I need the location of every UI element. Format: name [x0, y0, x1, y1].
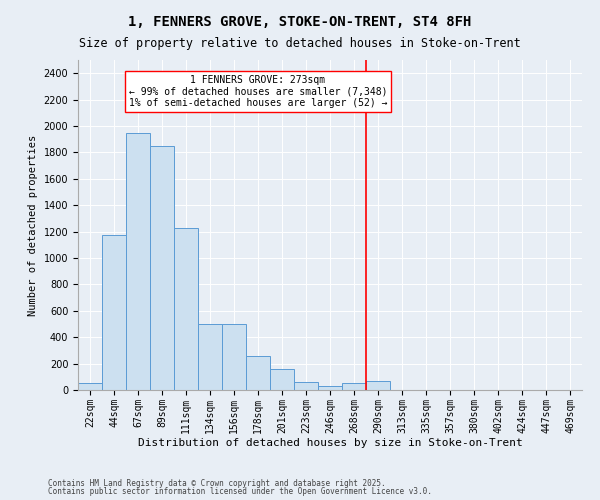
- Bar: [246, 356, 270, 390]
- Text: 1 FENNERS GROVE: 273sqm
← 99% of detached houses are smaller (7,348)
1% of semi-: 1 FENNERS GROVE: 273sqm ← 99% of detache…: [129, 74, 387, 108]
- Bar: [198, 324, 222, 390]
- Text: Contains HM Land Registry data © Crown copyright and database right 2025.: Contains HM Land Registry data © Crown c…: [48, 479, 386, 488]
- Text: Contains public sector information licensed under the Open Government Licence v3: Contains public sector information licen…: [48, 487, 432, 496]
- Text: Size of property relative to detached houses in Stoke-on-Trent: Size of property relative to detached ho…: [79, 38, 521, 51]
- Bar: [174, 228, 198, 390]
- Bar: [270, 369, 294, 390]
- Bar: [126, 132, 150, 390]
- Y-axis label: Number of detached properties: Number of detached properties: [28, 134, 38, 316]
- Bar: [222, 324, 246, 390]
- Bar: [102, 235, 126, 390]
- X-axis label: Distribution of detached houses by size in Stoke-on-Trent: Distribution of detached houses by size …: [137, 438, 523, 448]
- Bar: [78, 384, 102, 390]
- Bar: [294, 382, 318, 390]
- Bar: [318, 386, 342, 390]
- Bar: [150, 146, 174, 390]
- Bar: [366, 382, 390, 390]
- Bar: [342, 384, 366, 390]
- Text: 1, FENNERS GROVE, STOKE-ON-TRENT, ST4 8FH: 1, FENNERS GROVE, STOKE-ON-TRENT, ST4 8F…: [128, 15, 472, 29]
